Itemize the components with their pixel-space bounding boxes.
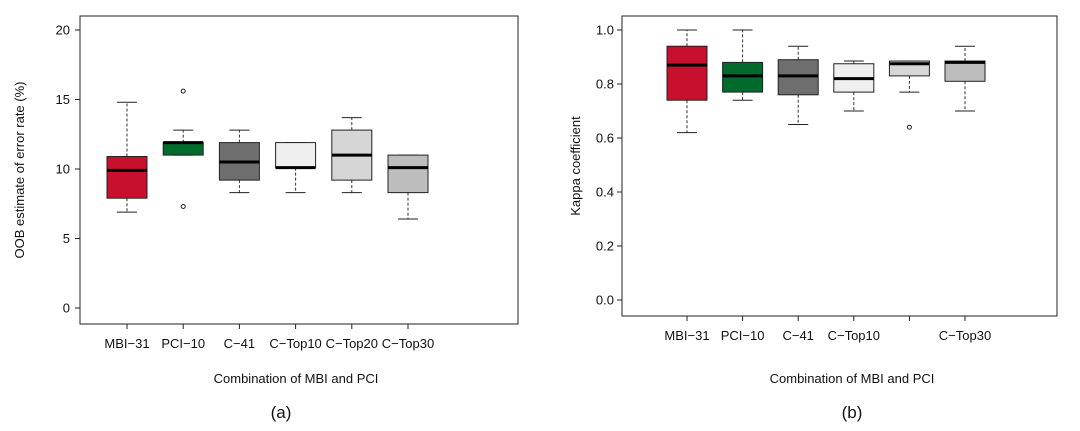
panel-a-x-tick-label: MBI−31 — [104, 336, 149, 351]
panel-a-box — [387, 154, 429, 194]
panel-a-box — [275, 142, 317, 169]
panel-b-y-tick-label: 0.0 — [596, 293, 614, 308]
panel-a-x-tick-label: C−Top10 — [269, 336, 321, 351]
panel-b-box — [666, 45, 708, 101]
panel-b-y-tick-label: 1.0 — [596, 23, 614, 38]
panel-a-box — [106, 155, 148, 199]
panel-a-box — [162, 142, 204, 156]
panel-b-y-tick-label: 0.4 — [596, 185, 614, 200]
panel-b-x-tick-label: C−41 — [782, 328, 813, 343]
panel-a-y-tick-label: 10 — [56, 162, 70, 177]
panel-a-x-tick-label: PCI−10 — [161, 336, 205, 351]
panel-a-x-tick-label: C−41 — [224, 336, 255, 351]
panel-a-x-axis-label: Combination of MBI and PCI — [214, 371, 379, 386]
panel-b-x-axis-label: Combination of MBI and PCI — [770, 371, 935, 386]
panel-a-plot-frame — [79, 15, 519, 325]
panel-a-outlier — [180, 88, 186, 94]
panel-b-y-tick-label: 0.6 — [596, 131, 614, 146]
panel-a-outlier — [180, 204, 186, 210]
panel-b-y-tick-label: 0.8 — [596, 77, 614, 92]
panel-b-y-axis-label: Kappa coefficient — [568, 116, 583, 216]
panel-b-x-tick-label: C−Top30 — [939, 328, 991, 343]
panel-a-label: (a) — [271, 403, 292, 422]
panel-b-label: (b) — [842, 403, 863, 422]
panel-b-x-tick-label: PCI−10 — [721, 328, 765, 343]
panel-b-outlier — [906, 124, 912, 130]
panel-a-y-axis-label: OOB estimate of error rate (%) — [12, 82, 27, 259]
panel-a-y-tick-label: 5 — [63, 231, 70, 246]
panel-a-y-tick-label: 20 — [56, 23, 70, 38]
panel-a-y-tick-label: 0 — [63, 301, 70, 316]
panel-b-x-tick-label: C−Top10 — [828, 328, 880, 343]
panel-b-x-tick-label: MBI−31 — [664, 328, 709, 343]
panel-b-y-tick-label: 0.2 — [596, 239, 614, 254]
panel-b-box — [944, 60, 986, 82]
panel-b-plot-frame — [621, 15, 1058, 317]
panel-a-x-tick-label: C−Top30 — [382, 336, 434, 351]
panel-a-y-tick-label: 15 — [56, 92, 70, 107]
panel-a-x-tick-label: C−Top20 — [326, 336, 378, 351]
